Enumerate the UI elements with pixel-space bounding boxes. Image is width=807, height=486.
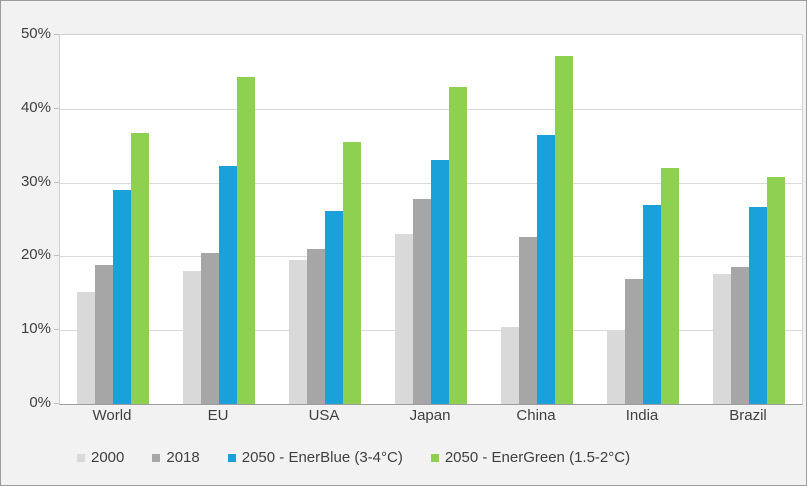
bar-groups xyxy=(60,35,802,404)
bar xyxy=(395,233,413,404)
y-tick-mark xyxy=(54,181,59,183)
y-tick-label: 30% xyxy=(20,172,51,190)
bar xyxy=(607,330,625,404)
bar xyxy=(237,77,255,404)
x-label-china: China xyxy=(516,407,556,424)
bar xyxy=(77,291,95,404)
legend-item: 2018 xyxy=(152,449,200,466)
legend-item: 2000 xyxy=(77,449,124,466)
bar xyxy=(749,206,767,404)
bar xyxy=(537,135,555,404)
bar xyxy=(95,265,113,404)
bar xyxy=(625,278,643,404)
y-tick-label: 50% xyxy=(20,25,51,42)
gridline-40 xyxy=(60,108,802,110)
y-tick-label: 40% xyxy=(20,98,51,116)
y-tick-mark xyxy=(54,255,59,257)
bar xyxy=(343,142,361,404)
bar-group-usa xyxy=(272,35,378,404)
x-label-india: India xyxy=(625,407,659,424)
legend-item: 2050 - EnerBlue (3-4°C) xyxy=(227,449,403,466)
y-tick-mark xyxy=(54,403,59,404)
legend-label: 2050 - EnerGreen (1.5-2°C) xyxy=(444,449,631,466)
bar-group-japan xyxy=(378,35,484,404)
bar xyxy=(325,210,343,404)
bar xyxy=(713,274,731,404)
x-label-world: World xyxy=(92,407,132,424)
y-tick-label: 0% xyxy=(29,394,51,411)
legend-label: 2050 - EnerBlue (3-4°C) xyxy=(241,449,403,466)
legend-swatch-icon xyxy=(430,453,439,462)
legend-item: 2050 - EnerGreen (1.5-2°C) xyxy=(430,449,631,466)
bar xyxy=(113,189,131,404)
bar xyxy=(661,167,679,404)
x-label-eu: EU xyxy=(207,407,229,424)
bar xyxy=(431,159,449,404)
bar xyxy=(519,237,537,404)
x-label-brazil: Brazil xyxy=(729,407,767,424)
bar xyxy=(731,266,749,404)
x-label-japan: Japan xyxy=(409,407,451,424)
bar xyxy=(289,260,307,404)
bar xyxy=(219,165,237,404)
bar xyxy=(555,55,573,404)
bar xyxy=(643,204,661,404)
bar xyxy=(501,326,519,404)
plot-area xyxy=(59,34,803,405)
bar-group-china xyxy=(484,35,590,404)
y-tick-label: 20% xyxy=(20,246,51,264)
x-axis: World EU USA Japan China India Brazil xyxy=(59,407,801,424)
bar xyxy=(201,252,219,404)
bar-group-brazil xyxy=(696,35,802,404)
legend-swatch-icon xyxy=(152,453,161,462)
bar xyxy=(767,176,785,404)
x-label-usa: USA xyxy=(308,407,340,424)
bar-group-india xyxy=(590,35,696,404)
legend-swatch-icon xyxy=(227,453,236,462)
bar-group-eu xyxy=(166,35,272,404)
bar xyxy=(413,198,431,404)
bar-group-world xyxy=(60,35,166,404)
legend-label: 2018 xyxy=(166,449,200,466)
legend: 2000 2018 2050 - EnerBlue (3-4°C) 2050 - En… xyxy=(77,449,630,466)
legend-swatch-icon xyxy=(77,453,85,462)
bar xyxy=(183,271,201,404)
y-tick-mark xyxy=(54,329,59,331)
legend-label: 2000 xyxy=(91,449,125,466)
y-tick-mark xyxy=(54,34,59,35)
bar xyxy=(307,249,325,404)
bar xyxy=(131,133,149,404)
bar xyxy=(449,87,467,404)
y-tick-label: 10% xyxy=(20,320,51,338)
y-tick-mark xyxy=(54,107,59,109)
